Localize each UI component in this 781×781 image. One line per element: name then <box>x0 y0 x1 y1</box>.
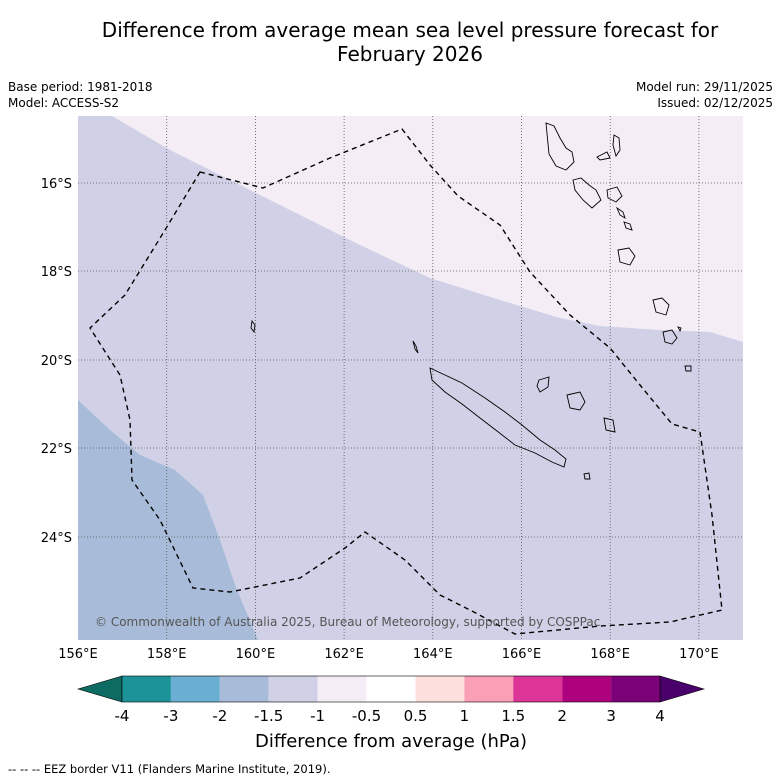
island-ambrym <box>606 186 623 203</box>
colorbar-under-arrow <box>76 675 123 703</box>
lon-label: 160°E <box>236 647 276 662</box>
lat-label: 22°S <box>41 442 72 457</box>
island-espiritu-santo <box>545 122 575 171</box>
colorbar-tick-label: 1 <box>460 707 470 725</box>
pressure-field: © Commonwealth of Australia 2025, Bureau… <box>78 116 743 640</box>
chart-title: Difference from average mean sea level p… <box>0 18 781 66</box>
copyright-text: © Commonwealth of Australia 2025, Bureau… <box>95 615 600 629</box>
colorbar-swatch <box>562 676 612 702</box>
lon-label: 168°E <box>590 647 630 662</box>
island-shepherds <box>623 221 633 231</box>
eez-border <box>89 128 723 635</box>
colorbar-swatch <box>366 676 416 702</box>
colorbar-swatch <box>170 676 220 702</box>
colorbar-tick-label: 4 <box>655 707 665 725</box>
colorbar-tick-label: 3 <box>606 707 616 725</box>
colorbar-swatch <box>317 676 367 702</box>
colorbar-tick-label: 1.5 <box>501 707 525 725</box>
island-ouvea <box>536 376 550 393</box>
lat-label: 20°S <box>41 354 72 369</box>
island-mare <box>603 417 616 433</box>
title-line-1: Difference from average mean sea level p… <box>101 18 719 42</box>
base-period: Base period: 1981-2018 <box>8 80 153 94</box>
lat-axis: 16°S 18°S 20°S 22°S 24°S <box>41 177 72 546</box>
island-epi <box>615 206 626 220</box>
colorbar-tick-label: -0.5 <box>352 707 381 725</box>
chesterfield-reef <box>250 319 256 334</box>
colorbar-tick-label: -1.5 <box>254 707 283 725</box>
colorbar-swatch <box>611 676 660 702</box>
colorbar-tick-label: 2 <box>557 707 567 725</box>
lat-label: 16°S <box>41 177 72 192</box>
colorbar-tick-label: -3 <box>163 707 178 725</box>
lon-label: 170°E <box>679 647 719 662</box>
island-ambae <box>596 151 611 161</box>
meta-right: Model run: 29/11/2025 Issued: 02/12/2025 <box>636 79 773 111</box>
island-malakula <box>572 177 602 209</box>
lon-axis: 156°E 158°E 160°E 162°E 164°E 166°E 168°… <box>58 647 718 662</box>
graticule <box>78 116 743 640</box>
island-tanna <box>662 329 678 345</box>
colorbar-frame <box>121 675 661 703</box>
colorbar-tick-label: -1 <box>310 707 325 725</box>
islet-2 <box>677 326 682 333</box>
lat-label: 18°S <box>41 265 72 280</box>
colorbar-over-arrow <box>659 675 706 703</box>
colorbar-swatch <box>464 676 514 702</box>
lat-label: 24°S <box>41 531 72 546</box>
islet-1 <box>412 340 419 354</box>
issued-date: Issued: 02/12/2025 <box>657 96 773 110</box>
eez-footnote: -- -- -- EEZ border V11 (Flanders Marine… <box>8 762 331 776</box>
new-caledonia-mainland <box>429 367 567 468</box>
colorbar-swatch <box>122 676 171 702</box>
colorbar-tick-label: 0.5 <box>404 707 428 725</box>
island-maewo <box>612 134 621 158</box>
island-lifou <box>566 391 586 411</box>
island-erromango <box>652 297 670 316</box>
lon-label: 156°E <box>58 647 98 662</box>
colorbar-swatch <box>219 676 269 702</box>
island-isle-of-pines <box>583 472 591 480</box>
lon-label: 166°E <box>502 647 542 662</box>
colorbar-tick-label: -4 <box>115 707 130 725</box>
model-run: Model run: 29/11/2025 <box>635 80 773 94</box>
band-minus1-5-to-minus1 <box>78 116 743 640</box>
island-aneityum <box>684 365 692 372</box>
colorbar-swatch <box>268 676 318 702</box>
colorbar-ticks: -4 -3 -2 -1.5 -1 -0.5 0.5 1 1.5 2 3 4 <box>115 707 665 725</box>
title-line-2: February 2026 <box>337 42 483 66</box>
colorbar: -4 -3 -2 -1.5 -1 -0.5 0.5 1 1.5 2 3 4 Di… <box>76 675 706 752</box>
colorbar-swatch <box>513 676 563 702</box>
lon-label: 162°E <box>324 647 364 662</box>
coastlines <box>250 122 692 480</box>
island-efate <box>617 247 636 266</box>
lon-label: 164°E <box>413 647 453 662</box>
meta-left: Base period: 1981-2018 Model: ACCESS-S2 <box>8 79 153 111</box>
colorbar-swatch <box>415 676 465 702</box>
model-name: Model: ACCESS-S2 <box>8 96 120 110</box>
colorbar-tick-label: -2 <box>212 707 227 725</box>
colorbar-title: Difference from average (hPa) <box>255 731 527 752</box>
lon-label: 158°E <box>147 647 187 662</box>
band-minus2-to-minus1-5 <box>78 400 258 640</box>
